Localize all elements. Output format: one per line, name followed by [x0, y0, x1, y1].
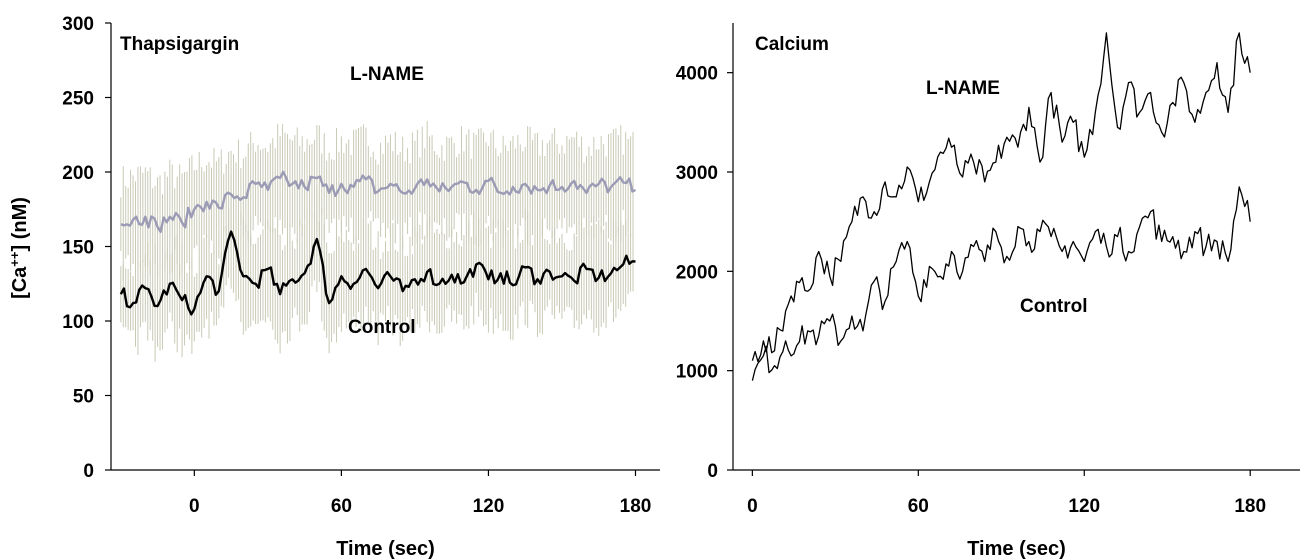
annotation-control: Control [348, 317, 416, 338]
y-tick-label: 0 [707, 461, 718, 482]
annotation-control: Control [1020, 296, 1088, 317]
y-tick-label: 150 [62, 238, 94, 259]
series-line-l-name [751, 32, 1251, 363]
y-tick-label: 250 [62, 89, 94, 110]
x-axis-label: Time (sec) [967, 538, 1066, 560]
series-line-control [751, 186, 1251, 381]
y-tick-label: 200 [62, 163, 94, 184]
annotation-l-name: L-NAME [350, 64, 424, 85]
y-tick-label: 0 [83, 461, 94, 482]
y-tick-label: 50 [73, 387, 94, 408]
y-tick-label: 300 [62, 14, 94, 35]
chart-title: Thapsigargin [120, 34, 239, 55]
x-tick-label: 60 [908, 496, 929, 517]
y-tick-label: 2000 [676, 262, 718, 283]
y-tick-label: 100 [62, 312, 94, 333]
y-tick-label: 1000 [676, 362, 718, 383]
x-tick-label: 60 [331, 496, 352, 517]
x-axis-label: Time (sec) [336, 538, 435, 560]
chart-panel-1: 0 50 100 150 200 250 300 0 60 120 180 Time (sec) [Ca… [7, 14, 660, 560]
chart-panel-2: 0 1000 2000 3000 4000 0 60 120 180 Time (sec) Calc… [676, 23, 1300, 560]
y-tick-label: 3000 [676, 163, 718, 184]
y-tick-label: 4000 [676, 64, 718, 85]
x-tick-label: 180 [1234, 496, 1266, 517]
chart-title: Calcium [755, 34, 829, 55]
series-line-l-name [120, 170, 637, 234]
x-tick-label: 120 [473, 496, 505, 517]
x-tick-label: 180 [620, 496, 652, 517]
x-tick-label: 0 [747, 496, 758, 517]
series-line-control [119, 230, 636, 316]
x-tick-label: 0 [189, 496, 200, 517]
y-axis-label: [Ca++] (nM) [7, 197, 32, 299]
x-tick-label: 120 [1068, 496, 1100, 517]
annotation-l-name: L-NAME [926, 78, 1000, 99]
